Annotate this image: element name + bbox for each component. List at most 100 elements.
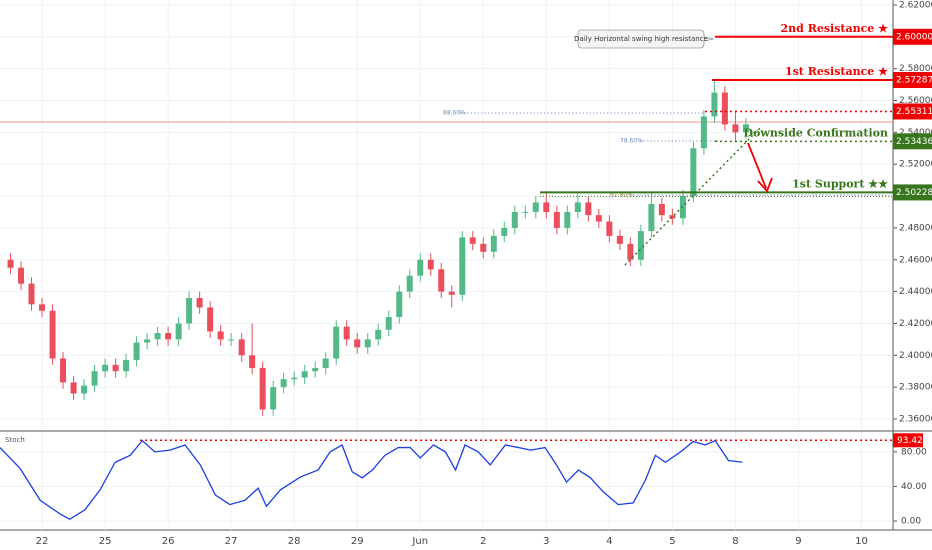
x-tick-label: 27: [225, 536, 238, 547]
candle-body: [438, 269, 445, 292]
y-tick-label: 2.48000: [899, 223, 932, 233]
candle-body: [396, 291, 403, 318]
candle-body: [144, 339, 151, 343]
stoch-title: Stoch: [5, 436, 25, 444]
candle-body: [238, 339, 245, 356]
level-price-box: [893, 71, 932, 88]
candle-body: [102, 364, 109, 372]
stoch-level-label: 93.42: [897, 436, 923, 446]
candle-body: [490, 235, 497, 252]
fib-label: 78.60%: [620, 138, 643, 145]
x-tick-label: Jun: [411, 536, 428, 547]
candle-body: [522, 211, 529, 213]
candle-body: [333, 326, 340, 359]
overlay-layer: 22 25 26 27 28 29 Jun 2 3 4 5 8 9 10 2.36000 2.38000 2.4…: [5, 0, 932, 547]
candle-body: [91, 371, 98, 386]
candle-body: [165, 333, 172, 340]
candle-body: [669, 215, 676, 219]
y-tick-label: 2.44000: [899, 287, 932, 297]
candle-body: [595, 215, 602, 222]
candle-body: [532, 202, 539, 212]
candle-body: [154, 333, 161, 340]
candle-body: [385, 317, 392, 330]
candle-body: [196, 297, 203, 308]
arrow-head: [757, 177, 773, 193]
candle-body: [217, 331, 224, 340]
candle-body: [7, 259, 14, 268]
candle-body: [732, 124, 739, 133]
stoch-line: [0, 439, 743, 521]
fib-label: 61.80%: [610, 192, 633, 199]
candle-body: [312, 368, 319, 372]
candle-body: [459, 237, 466, 295]
level-price-label: 2.50228: [896, 188, 932, 198]
y-tick-label: 2.56000: [899, 96, 932, 106]
level-price-label: 2.53436: [896, 137, 932, 147]
x-tick-label: 26: [162, 536, 175, 547]
candle-body: [721, 92, 728, 125]
candle-body: [543, 202, 550, 212]
y-tick-label: 2.58000: [899, 64, 932, 74]
candle-body: [648, 204, 655, 232]
candle-body: [186, 297, 193, 324]
level-price-box: [893, 28, 932, 45]
candle-body: [280, 379, 287, 388]
level-name: Downside Confirmation: [744, 126, 888, 139]
x-tick-label: 2: [480, 536, 486, 547]
level-price-box: [893, 133, 932, 150]
stoch-level-box: [893, 433, 923, 448]
y-tick-label: 2.40000: [899, 351, 932, 361]
candle-body: [123, 360, 130, 372]
x-tick-label: 8: [732, 536, 738, 547]
candle-body: [228, 339, 235, 341]
x-tick-label: 28: [288, 536, 301, 547]
candle-body: [742, 124, 749, 133]
candle-body: [322, 358, 329, 369]
candle-body: [270, 387, 277, 410]
candle-body: [343, 326, 350, 340]
level-price-label: 2.57287: [896, 75, 932, 85]
candle-body: [469, 237, 476, 244]
candle-body: [28, 283, 35, 305]
x-tick-label: 5: [669, 536, 675, 547]
y-tick-label: 2.46000: [899, 255, 932, 265]
candle-body: [690, 148, 697, 197]
candle-body: [616, 235, 623, 244]
candle-body: [259, 368, 266, 410]
level-price-box: [893, 103, 932, 120]
candle-body: [207, 307, 214, 332]
candle-body: [637, 231, 644, 260]
fib-label: 88.60%: [443, 110, 466, 117]
callout-text: Daily Horizontal swing high resistance: [574, 35, 708, 43]
candle-body: [175, 323, 182, 340]
candle-body: [18, 267, 25, 284]
candle-body: [658, 204, 665, 216]
candle-body: [427, 259, 434, 270]
candle-body: [375, 329, 382, 340]
x-tick-label: 29: [351, 536, 364, 547]
candle-body: [364, 339, 371, 348]
candle-body: [480, 243, 487, 252]
x-tick-label: 25: [99, 536, 112, 547]
y-tick-label: 40.00: [901, 482, 927, 492]
level-price-label: 2.60000: [896, 32, 932, 42]
candle-body: [417, 259, 424, 276]
x-tick-label: 9: [795, 536, 801, 547]
candle-body: [448, 291, 455, 295]
candle-body: [627, 243, 634, 260]
candle-body: [585, 202, 592, 216]
trendline: [624, 127, 761, 266]
candle-body: [49, 310, 56, 359]
candle-body: [291, 377, 298, 380]
x-tick-label: 22: [36, 536, 49, 547]
candle-body: [553, 211, 560, 228]
y-tick-label: 2.38000: [899, 383, 932, 393]
candle-body: [406, 275, 413, 292]
candle-body: [70, 382, 77, 394]
y-tick-label: 2.52000: [899, 160, 932, 170]
candle-body: [564, 211, 571, 228]
candle-body: [60, 358, 67, 383]
